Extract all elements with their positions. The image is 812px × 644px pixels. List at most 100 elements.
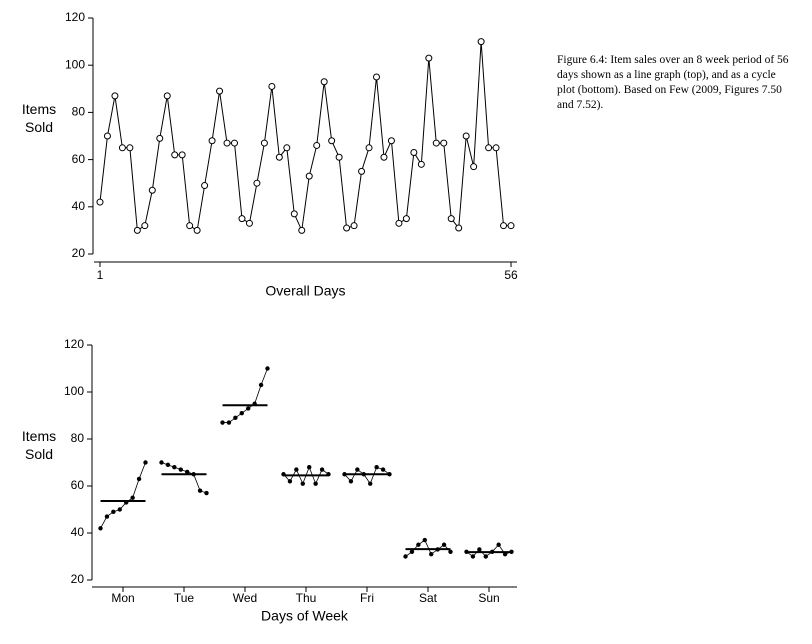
point — [136, 476, 142, 482]
x-tick-label: 56 — [504, 268, 518, 282]
point — [208, 137, 216, 145]
point — [365, 144, 373, 152]
point — [191, 472, 196, 477]
point — [462, 132, 470, 140]
point — [348, 479, 354, 484]
point — [268, 82, 276, 90]
x-tick-label: 1 — [97, 268, 104, 282]
point — [133, 226, 141, 234]
point — [290, 210, 298, 218]
point — [238, 215, 246, 223]
point — [477, 547, 482, 552]
line — [283, 466, 329, 485]
point — [111, 509, 116, 515]
y-tick-label: 80 — [71, 431, 85, 445]
point — [328, 137, 336, 145]
y-tick-label: 100 — [65, 57, 85, 71]
point — [204, 490, 209, 496]
point — [361, 472, 366, 477]
point — [313, 141, 321, 149]
caption: Figure 6.4: Item sales over an 8 week pe… — [557, 54, 789, 111]
line — [222, 368, 268, 423]
point — [201, 182, 209, 190]
point — [410, 149, 418, 157]
point — [233, 415, 238, 421]
point — [483, 554, 488, 559]
point — [126, 144, 134, 152]
point — [148, 186, 156, 194]
point — [464, 549, 469, 554]
point — [326, 472, 331, 477]
point — [159, 460, 164, 465]
point — [186, 222, 194, 230]
point — [165, 462, 171, 468]
point — [417, 160, 425, 168]
point — [287, 479, 293, 484]
point — [387, 472, 392, 477]
point — [260, 139, 268, 147]
point — [432, 139, 440, 147]
y-axis-label: Items Sold — [21, 428, 57, 462]
point — [143, 460, 148, 465]
point — [313, 481, 318, 486]
y-tick-label: 60 — [72, 152, 86, 166]
point — [239, 410, 244, 416]
y-tick-label: 40 — [71, 525, 85, 539]
y-tick-label: 60 — [71, 478, 85, 492]
point — [245, 219, 253, 227]
point — [156, 134, 164, 142]
point — [193, 226, 201, 234]
line — [161, 462, 207, 494]
point — [172, 465, 177, 470]
point — [335, 153, 343, 161]
point — [275, 153, 283, 161]
point — [355, 467, 360, 472]
point — [409, 549, 415, 554]
point — [253, 179, 261, 187]
point — [319, 467, 325, 472]
point — [96, 198, 104, 206]
point — [422, 537, 427, 543]
point — [178, 151, 186, 159]
y-tick-label: 80 — [72, 105, 86, 119]
point — [429, 551, 434, 557]
point — [342, 472, 347, 477]
point — [226, 420, 232, 425]
point — [435, 547, 440, 552]
y-tick-label: 100 — [64, 384, 84, 398]
point — [402, 215, 410, 223]
point — [163, 92, 171, 100]
point — [502, 551, 508, 557]
point — [425, 54, 433, 62]
point — [496, 542, 501, 547]
y-tick-label: 20 — [72, 246, 86, 260]
point — [223, 139, 231, 147]
point — [387, 137, 395, 145]
x-tick-label: Mon — [111, 591, 134, 605]
point — [281, 472, 286, 477]
point — [300, 481, 305, 486]
point — [470, 163, 478, 171]
point — [197, 488, 203, 493]
point — [470, 554, 476, 559]
point — [265, 366, 270, 371]
point — [372, 73, 380, 81]
x-tick-label: Sun — [478, 591, 499, 605]
point — [403, 554, 408, 559]
point — [448, 549, 453, 554]
point — [141, 222, 149, 230]
point — [104, 514, 110, 519]
y-axis-label: Items Sold — [21, 101, 57, 135]
point — [307, 465, 312, 470]
point — [395, 219, 403, 227]
x-tick-label: Wed — [233, 591, 257, 605]
point — [118, 144, 126, 152]
point — [492, 144, 500, 152]
point — [485, 144, 493, 152]
x-axis-label: Days of Week — [261, 608, 349, 624]
point — [124, 500, 129, 505]
point — [343, 224, 351, 232]
point — [130, 495, 135, 500]
point — [490, 549, 495, 554]
